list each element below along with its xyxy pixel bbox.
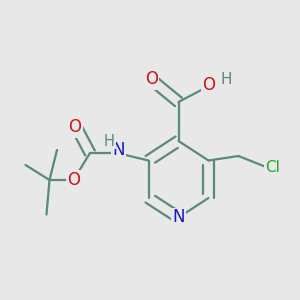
Text: H: H (104, 134, 115, 148)
Text: H: H (221, 72, 232, 87)
Text: O: O (145, 70, 158, 88)
Text: O: O (68, 118, 82, 136)
Text: O: O (202, 76, 215, 94)
Text: Cl: Cl (265, 160, 280, 175)
Text: O: O (67, 171, 80, 189)
Text: N: N (172, 208, 185, 226)
Text: N: N (112, 141, 125, 159)
